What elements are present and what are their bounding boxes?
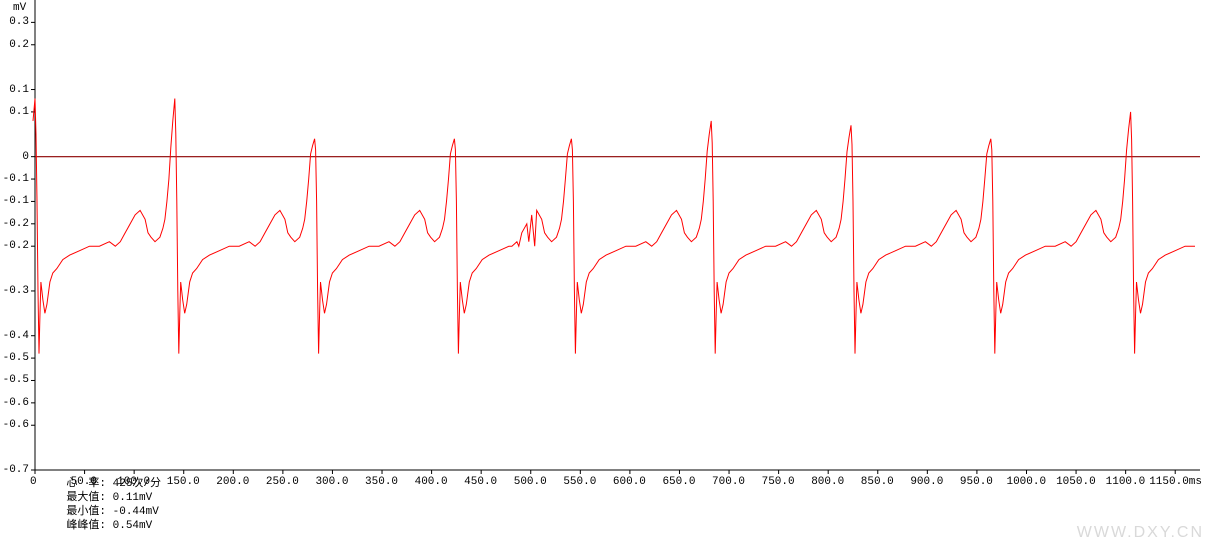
x-tick-label: 300.0 bbox=[315, 476, 348, 488]
x-tick-label: 900.0 bbox=[910, 476, 943, 488]
y-tick-label: -0.3 bbox=[0, 285, 29, 297]
y-unit-label: mV bbox=[13, 2, 26, 14]
y-tick-label: -0.4 bbox=[0, 330, 29, 342]
x-tick-label: 500.0 bbox=[514, 476, 547, 488]
pp-value-text: 0.54mV bbox=[113, 520, 153, 532]
pp-value: 峰峰值: 0.54mV bbox=[40, 504, 152, 544]
x-tick-label: 250.0 bbox=[266, 476, 299, 488]
y-tick-label: 0 bbox=[0, 151, 29, 163]
x-tick-label: 700.0 bbox=[712, 476, 745, 488]
x-tick-label: 850.0 bbox=[861, 476, 894, 488]
y-tick-label: -0.6 bbox=[0, 397, 29, 409]
y-tick-label: -0.2 bbox=[0, 240, 29, 252]
y-tick-label: 0.1 bbox=[0, 84, 29, 96]
pp-label: 峰峰值: bbox=[66, 520, 106, 532]
y-tick-label: 0.3 bbox=[0, 16, 29, 28]
x-tick-label: 350.0 bbox=[365, 476, 398, 488]
y-tick-label: -0.6 bbox=[0, 419, 29, 431]
x-tick-label: 1050.0 bbox=[1056, 476, 1096, 488]
ecg-chart: 0.3 0.2 0.1 0.1 0 -0.1 -0.1 -0.2 -0.2 -0.3 -0.4 -0.… bbox=[0, 0, 1212, 548]
x-tick-label: 600.0 bbox=[613, 476, 646, 488]
y-tick-label: -0.1 bbox=[0, 195, 29, 207]
y-tick-label: 0.1 bbox=[0, 106, 29, 118]
y-tick-label: 0.2 bbox=[0, 39, 29, 51]
x-tick-label: 200.0 bbox=[216, 476, 249, 488]
x-tick-label: 1000.0 bbox=[1006, 476, 1046, 488]
x-tick-label: 0 bbox=[30, 476, 37, 488]
x-tick-label: 400.0 bbox=[415, 476, 448, 488]
y-tick-label: -0.5 bbox=[0, 352, 29, 364]
x-tick-label: 650.0 bbox=[662, 476, 695, 488]
x-tick-label: 950.0 bbox=[960, 476, 993, 488]
ecg-waveform bbox=[33, 99, 1195, 354]
x-tick-label: 1150.0ms bbox=[1149, 476, 1202, 488]
x-tick-label: 800.0 bbox=[811, 476, 844, 488]
y-tick-label: -0.5 bbox=[0, 374, 29, 386]
x-tick-label: 750.0 bbox=[762, 476, 795, 488]
x-tick-label: 1100.0 bbox=[1106, 476, 1146, 488]
x-tick-label: 150.0 bbox=[167, 476, 200, 488]
x-tick-label: 450.0 bbox=[464, 476, 497, 488]
y-tick-label: -0.1 bbox=[0, 173, 29, 185]
chart-svg bbox=[0, 0, 1212, 548]
x-tick-label: 550.0 bbox=[563, 476, 596, 488]
y-tick-label: -0.2 bbox=[0, 218, 29, 230]
y-tick-label: -0.7 bbox=[0, 464, 29, 476]
